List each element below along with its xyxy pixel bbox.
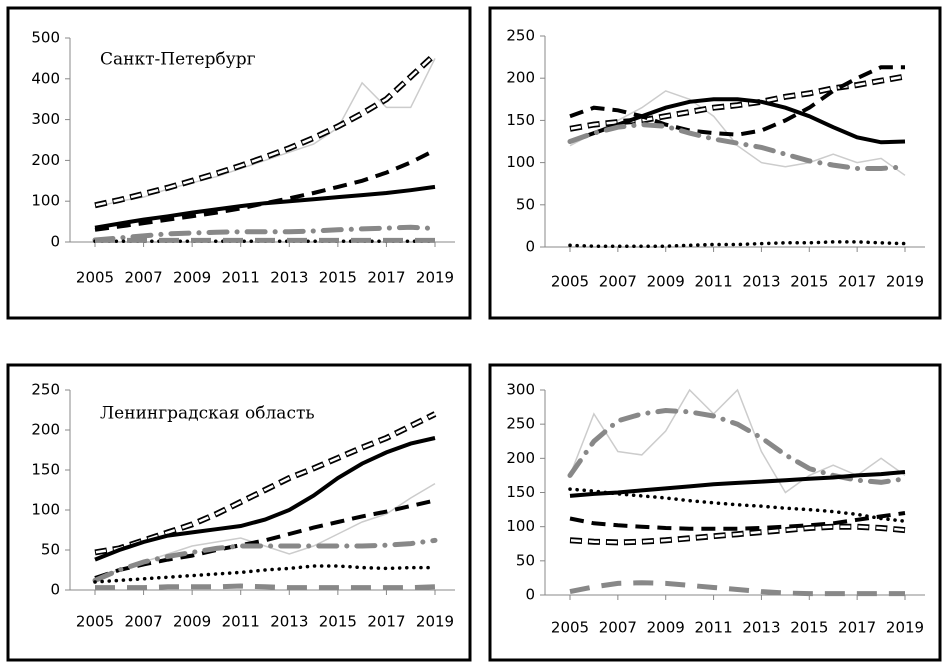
y-tick-label: 100 (506, 153, 535, 171)
series-line-inner (569, 525, 906, 544)
y-tick-label: 50 (516, 551, 535, 569)
series-line (94, 148, 436, 232)
y-tick-label: 400 (31, 69, 60, 87)
y-tick-label: 50 (516, 195, 535, 213)
y-tick-label: 200 (506, 449, 535, 467)
x-tick-label: 2019 (416, 613, 454, 631)
panel-frame (6, 6, 472, 320)
y-tick-label: 300 (506, 381, 535, 399)
y-tick-label: 250 (506, 415, 535, 433)
x-tick-label: 2005 (76, 613, 114, 631)
series-line-inner (94, 412, 436, 554)
x-tick-label: 2007 (124, 269, 162, 287)
x-tick-label: 2015 (790, 273, 828, 291)
chart-title: Санкт-Петербург (100, 50, 256, 70)
y-tick-label: 100 (31, 501, 60, 519)
series-line (569, 580, 905, 597)
x-tick-label: 2005 (551, 273, 589, 291)
series-line (94, 482, 436, 579)
series-line (569, 470, 906, 498)
series-line (94, 52, 438, 209)
y-tick-label: 50 (41, 541, 60, 559)
y-tick-label: 200 (506, 69, 535, 87)
x-tick-label: 2009 (647, 619, 685, 637)
x-tick-label: 2011 (694, 619, 732, 637)
series-line (94, 184, 436, 230)
series-line (94, 498, 436, 580)
x-tick-label: 2009 (173, 613, 211, 631)
panel-frame (488, 6, 942, 320)
series-line (94, 411, 437, 556)
x-tick-label: 2013 (742, 619, 780, 637)
y-tick-label: 200 (31, 151, 60, 169)
y-tick-label: 100 (31, 192, 60, 210)
x-tick-label: 2013 (270, 269, 308, 287)
x-tick-label: 2019 (416, 269, 454, 287)
x-tick-label: 2013 (270, 613, 308, 631)
x-tick-label: 2007 (599, 273, 637, 291)
x-tick-label: 2009 (647, 273, 685, 291)
x-tick-label: 2017 (367, 269, 405, 287)
y-tick-label: 0 (525, 238, 535, 256)
y-tick-label: 0 (525, 586, 535, 604)
x-tick-label: 2017 (838, 619, 876, 637)
x-tick-label: 2017 (367, 613, 405, 631)
x-tick-label: 2011 (694, 273, 732, 291)
x-tick-label: 2007 (599, 619, 637, 637)
y-tick-label: 0 (50, 581, 60, 599)
series-line (569, 388, 906, 494)
x-tick-label: 2015 (319, 613, 357, 631)
x-tick-label: 2015 (790, 619, 828, 637)
x-tick-label: 2007 (124, 613, 162, 631)
series-line (94, 58, 436, 209)
x-tick-label: 2009 (173, 269, 211, 287)
series-line (95, 583, 436, 591)
series-line (569, 90, 906, 176)
series-line (93, 564, 437, 584)
x-tick-label: 2019 (886, 273, 924, 291)
series-line-inner (94, 53, 436, 207)
y-tick-label: 250 (506, 27, 535, 45)
y-tick-label: 500 (31, 29, 60, 47)
y-tick-label: 150 (506, 483, 535, 501)
x-tick-label: 2005 (76, 269, 114, 287)
x-tick-label: 2017 (838, 273, 876, 291)
y-tick-label: 300 (31, 110, 60, 128)
series-line (569, 73, 906, 132)
series-line (567, 122, 908, 171)
series-line (569, 97, 906, 145)
series-line (568, 487, 907, 523)
x-tick-label: 2015 (319, 269, 357, 287)
y-tick-label: 200 (31, 421, 60, 439)
y-tick-label: 150 (31, 461, 60, 479)
x-tick-label: 2011 (222, 613, 260, 631)
series-line (92, 224, 438, 243)
panel-frame (488, 363, 942, 662)
series-line (569, 65, 905, 137)
y-tick-label: 100 (506, 517, 535, 535)
series-line (569, 511, 906, 531)
x-tick-label: 2019 (886, 619, 924, 637)
x-tick-label: 2005 (551, 619, 589, 637)
panel-frame (6, 363, 472, 662)
y-tick-label: 150 (506, 111, 535, 129)
y-tick-label: 250 (31, 381, 60, 399)
series-line (94, 436, 436, 562)
x-tick-label: 2011 (222, 269, 260, 287)
series-line (568, 240, 907, 248)
chart-title: Ленинградская область (100, 404, 315, 424)
x-tick-label: 2013 (742, 273, 780, 291)
y-tick-label: 0 (50, 233, 60, 251)
series-line (567, 407, 908, 485)
